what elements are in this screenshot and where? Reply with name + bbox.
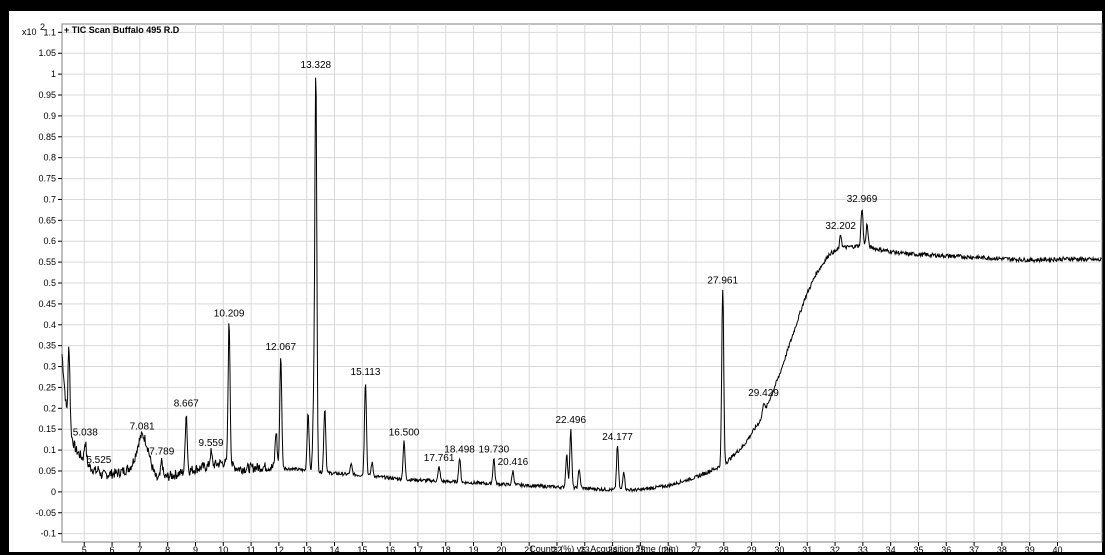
y-tick-label: 0.95 [38,90,56,100]
peak-label: 15.113 [351,367,381,378]
left-border [0,0,9,555]
x-tick-label: 32 [830,545,840,555]
y-tick-label: 1.05 [38,48,56,58]
x-axis-ticks: 5 6 7 8 9 10 11 12 13 14 15 16 17 18 19 20 21 22 23 24 25 26 2… [82,542,1063,555]
x-tick-label: 23 [580,545,590,555]
peak-label: 29.429 [748,388,779,399]
peak-label: 22.496 [555,415,586,426]
y-tick-label: 0.55 [38,257,56,267]
x-tick-label: 26 [663,545,673,555]
peak-label: 9.559 [199,438,224,449]
x-tick-label: 20 [496,545,506,555]
x-tick-label: 38 [997,545,1007,555]
y-tick-label: 0.25 [38,382,56,392]
y-tick-label: 0.75 [38,174,56,184]
y-tick-label: 0.45 [38,299,56,309]
y-tick-label: -0.05 [35,508,56,518]
peak-label: 5.038 [73,428,98,439]
top-border [0,0,1105,11]
y-axis-ticks: 1.1 1.05 1 0.95 0.9 0.85 0.8 0.75 0.7 0.65 0.6 0.55… [35,27,62,539]
x-tick-label: 24 [608,545,618,555]
x-tick-label: 37 [969,545,979,555]
y-tick-label: 0.85 [38,132,56,142]
peak-label: 32.969 [847,194,878,205]
peak-label: 16.500 [389,428,420,439]
x-tick-label: 19 [469,545,479,555]
y-tick-label: 0.35 [38,341,56,351]
x-tick-label: 31 [802,545,812,555]
peak-label: 12.067 [265,342,296,353]
scale-exponent: 2 [40,22,45,32]
x-tick-label: 17 [413,545,423,555]
y-tick-label: 0.7 [43,194,56,204]
peak-label: 10.209 [214,309,245,320]
peak-labels: 5.038 5.525 7.081 7.789 8.667 9.559 10.209 12.0… [73,60,878,468]
x-tick-label: 25 [635,545,645,555]
x-tick-label: 35 [913,545,923,555]
x-tick-label: 33 [858,545,868,555]
x-tick-label: 10 [218,545,228,555]
x-tick-label: 11 [246,545,255,555]
peak-label: 24.177 [602,432,633,443]
peak-label: 20.416 [498,457,529,468]
y-tick-label: 0 [51,487,56,497]
x-tick-label: 6 [110,545,115,555]
tic-trace-line [61,77,1102,494]
x-tick-label: 8 [165,545,170,555]
x-tick-label: 28 [719,545,729,555]
peak-label: 18.498 [444,444,475,455]
peak-label: 7.081 [130,421,155,432]
y-tick-label: 1.1 [43,27,56,37]
x-tick-label: 22 [552,545,562,555]
x-tick-label: 16 [385,545,395,555]
peak-label: 17.761 [424,453,455,464]
x-tick-label: 21 [524,545,534,555]
y-tick-label: 0.15 [38,424,56,434]
x-tick-label: 12 [274,545,284,555]
y-tick-label: 0.65 [38,215,56,225]
peak-label: 19.730 [479,444,510,455]
scale-label: x10 [22,27,37,37]
x-tick-label: 13 [302,545,312,555]
y-tick-label: 0.1 [43,445,56,455]
x-tick-label: 14 [330,545,340,555]
x-tick-label: 18 [441,545,451,555]
y-tick-label: 0.9 [43,111,56,121]
y-tick-label: 0.4 [43,320,56,330]
x-tick-label: 30 [774,545,784,555]
y-tick-label: 0.3 [43,362,56,372]
x-tick-label: 15 [357,545,367,555]
y-tick-label: 1 [51,69,56,79]
peak-label: 8.667 [174,399,199,410]
peak-label: 13.328 [301,60,332,71]
x-tick-label: 34 [886,545,896,555]
x-axis-title: Counts (%) vs. Acquisition Time (min) [529,544,679,554]
x-tick-label: 39 [1025,545,1035,555]
peak-label: 27.961 [707,275,738,286]
y-tick-label: 0.2 [43,403,56,413]
x-tick-label: 7 [137,545,142,555]
x-tick-label: 40 [1053,545,1063,555]
peak-label: 5.525 [86,455,111,466]
y-tick-label: 0.8 [43,153,56,163]
peak-label: 7.789 [149,447,174,458]
x-tick-label: 9 [193,545,198,555]
gridlines [62,24,1102,542]
x-tick-label: 5 [82,545,87,555]
x-tick-label: 29 [747,545,757,555]
y-tick-label: -0.1 [40,529,56,539]
peak-label: 32.202 [825,221,856,232]
y-tick-label: 0.05 [38,466,56,476]
x-tick-label: 27 [691,545,701,555]
chart-title: + TIC Scan Buffalo 495 R.D [64,25,180,35]
y-tick-label: 0.6 [43,236,56,246]
x-tick-label: 36 [941,545,951,555]
y-tick-label: 0.5 [43,278,56,288]
